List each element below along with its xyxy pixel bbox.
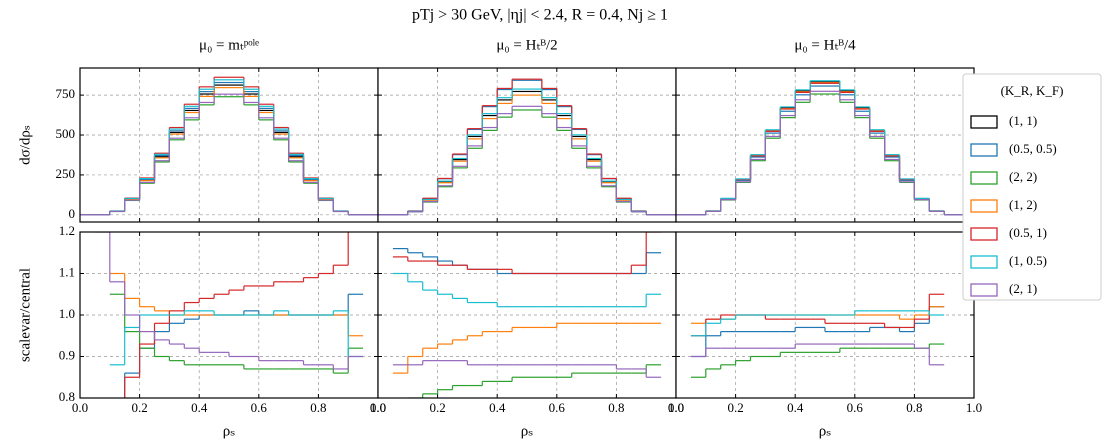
x-tick-label: 0.4 bbox=[191, 400, 208, 415]
ratios bbox=[392, 232, 662, 398]
x-tick-label: 0.8 bbox=[906, 400, 922, 415]
y-tick-label: 250 bbox=[56, 166, 76, 181]
x-axis-label: ρₛ bbox=[223, 423, 236, 439]
legend-label: (0.5, 0.5) bbox=[1009, 141, 1057, 156]
x-axis-label: ρₛ bbox=[521, 423, 534, 439]
legend-label: (1, 0.5) bbox=[1009, 253, 1047, 268]
x-tick-label: 1.0 bbox=[966, 400, 982, 415]
legend-swatch bbox=[970, 199, 998, 213]
y-tick-label: 0 bbox=[69, 206, 76, 221]
axes-frame bbox=[675, 231, 975, 399]
x-tick-label: 0.6 bbox=[251, 400, 268, 415]
x-tick-label: 0.6 bbox=[847, 400, 864, 415]
x-tick-label: 0.2 bbox=[429, 400, 445, 415]
x-tick-label: 0.8 bbox=[310, 400, 326, 415]
axes-background bbox=[378, 68, 676, 222]
ratio-y-axis-label: scalevar/central bbox=[17, 268, 33, 362]
x-tick-label: 0.2 bbox=[727, 400, 743, 415]
legend-label: (0.5, 1) bbox=[1009, 225, 1047, 240]
y-tick-label: 500 bbox=[56, 126, 76, 141]
x-tick-label: 0.0 bbox=[72, 400, 88, 415]
legend-title: (K_R, K_F) bbox=[1001, 83, 1064, 98]
x-tick-label: 0.4 bbox=[489, 400, 506, 415]
legend-label: (2, 1) bbox=[1009, 281, 1037, 296]
y-tick-label: 0.8 bbox=[59, 389, 75, 404]
y-tick-label: 750 bbox=[56, 86, 76, 101]
chart-title: pTj > 30 GeV, |ηj| < 2.4, R = 0.4, Nj ≥ … bbox=[412, 7, 668, 24]
ratios bbox=[690, 293, 945, 378]
x-axis-label: ρₛ bbox=[819, 423, 832, 439]
histograms bbox=[378, 78, 676, 216]
x-tick-label: 1.0 bbox=[370, 400, 386, 415]
y-tick-label: 1.1 bbox=[59, 264, 75, 279]
x-tick-label: 0.0 bbox=[370, 400, 386, 415]
x-tick-label: 0.8 bbox=[608, 400, 624, 415]
legend-swatch bbox=[970, 143, 998, 157]
x-tick-label: 1.0 bbox=[668, 400, 684, 415]
histograms bbox=[80, 76, 378, 216]
legend-label: (1, 1) bbox=[1009, 113, 1037, 128]
legend-label: (1, 2) bbox=[1009, 197, 1037, 212]
x-tick-label: 0.6 bbox=[549, 400, 566, 415]
legend-swatch bbox=[970, 171, 998, 185]
legend-swatch bbox=[970, 227, 998, 241]
panel-title: μ₀ = Hₜᴮ/4 bbox=[794, 37, 856, 53]
legend-swatch bbox=[970, 255, 998, 269]
x-tick-label: 0.2 bbox=[131, 400, 147, 415]
y-tick-label: 1.0 bbox=[59, 306, 75, 321]
y-tick-label: 0.9 bbox=[59, 347, 75, 362]
panel-title: μ₀ = mₜᵖᵒˡᵉ bbox=[199, 37, 259, 53]
legend-swatch bbox=[970, 115, 998, 129]
y-tick-label: 1.2 bbox=[59, 223, 75, 238]
x-tick-label: 0.4 bbox=[787, 400, 804, 415]
ratios bbox=[94, 232, 364, 398]
legend-box bbox=[962, 73, 1102, 301]
y-axis-label: dσ/dρₛ bbox=[17, 125, 33, 165]
panel-title: μ₀ = Hₜᴮ/2 bbox=[496, 37, 557, 53]
legend-label: (2, 2) bbox=[1009, 169, 1037, 184]
legend-swatch bbox=[970, 283, 998, 297]
x-tick-label: 0.0 bbox=[668, 400, 684, 415]
